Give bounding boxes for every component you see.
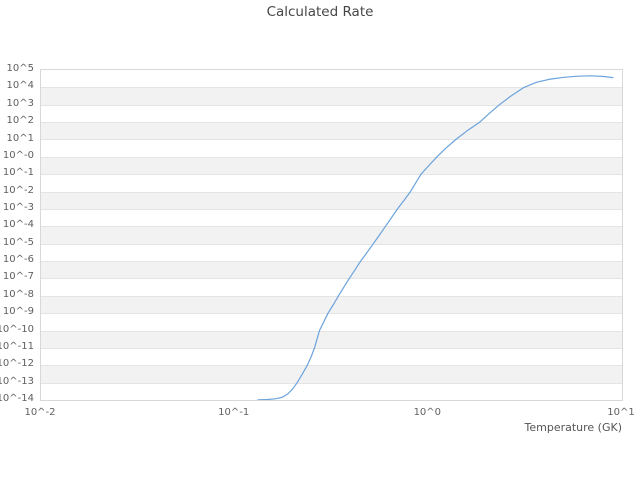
rate-curve-path (257, 75, 614, 400)
x-tick-label: 10^-1 (218, 407, 250, 418)
decade-band (41, 313, 622, 330)
y-tick-label: 10^-13 (0, 375, 34, 387)
decade-band (41, 104, 622, 122)
decade-band (41, 208, 622, 226)
decade-band (41, 243, 622, 261)
decade-band (41, 365, 622, 383)
decade-band (41, 347, 622, 365)
y-tick-label: 10^2 (6, 115, 34, 127)
x-axis-title: Temperature (GK) (524, 421, 623, 434)
y-tick-label: 10^-7 (2, 271, 34, 283)
decade-band (41, 87, 622, 105)
decade-band (41, 156, 622, 175)
x-tick-label: 10^1 (607, 407, 635, 418)
chart-title: Calculated Rate (266, 4, 374, 20)
decade-band (41, 191, 622, 209)
decade-band (41, 226, 622, 244)
rate-curve-line (257, 75, 614, 400)
y-tick-label: 10^3 (6, 97, 34, 109)
y-tick-label: 10^-0 (2, 149, 34, 161)
y-tick-label: 10^-4 (2, 219, 34, 231)
decade-band (41, 122, 622, 140)
y-tick-label: 10^-1 (2, 167, 34, 179)
decade-band (41, 174, 622, 191)
x-tick-label: 10^0 (413, 407, 442, 418)
decade-band (41, 295, 622, 314)
y-tick-label: 10^-3 (2, 201, 34, 213)
y-tick-label: 10^-14 (0, 393, 34, 404)
decade-band (41, 278, 622, 295)
y-tick-label: 10^-6 (2, 254, 34, 266)
y-tick-label: 10^-11 (0, 340, 34, 352)
decade-band (41, 330, 622, 348)
x-tick-label: 10^-2 (24, 407, 56, 418)
y-tick-label: 10^-10 (0, 323, 34, 335)
y-tick-label: 10^5 (6, 63, 34, 74)
y-tick-label: 10^-9 (2, 306, 34, 318)
y-tick-label: 10^-12 (0, 358, 34, 370)
decade-band (41, 261, 622, 279)
y-tick-label: 10^1 (6, 132, 34, 144)
plot-area (40, 69, 623, 401)
y-tick-label: 10^-8 (2, 288, 34, 300)
decade-band (41, 382, 622, 400)
y-tick-label: 10^4 (6, 80, 34, 92)
decade-band (41, 139, 622, 156)
y-tick-label: 10^-2 (2, 184, 34, 196)
y-tick-label: 10^-5 (2, 236, 34, 248)
